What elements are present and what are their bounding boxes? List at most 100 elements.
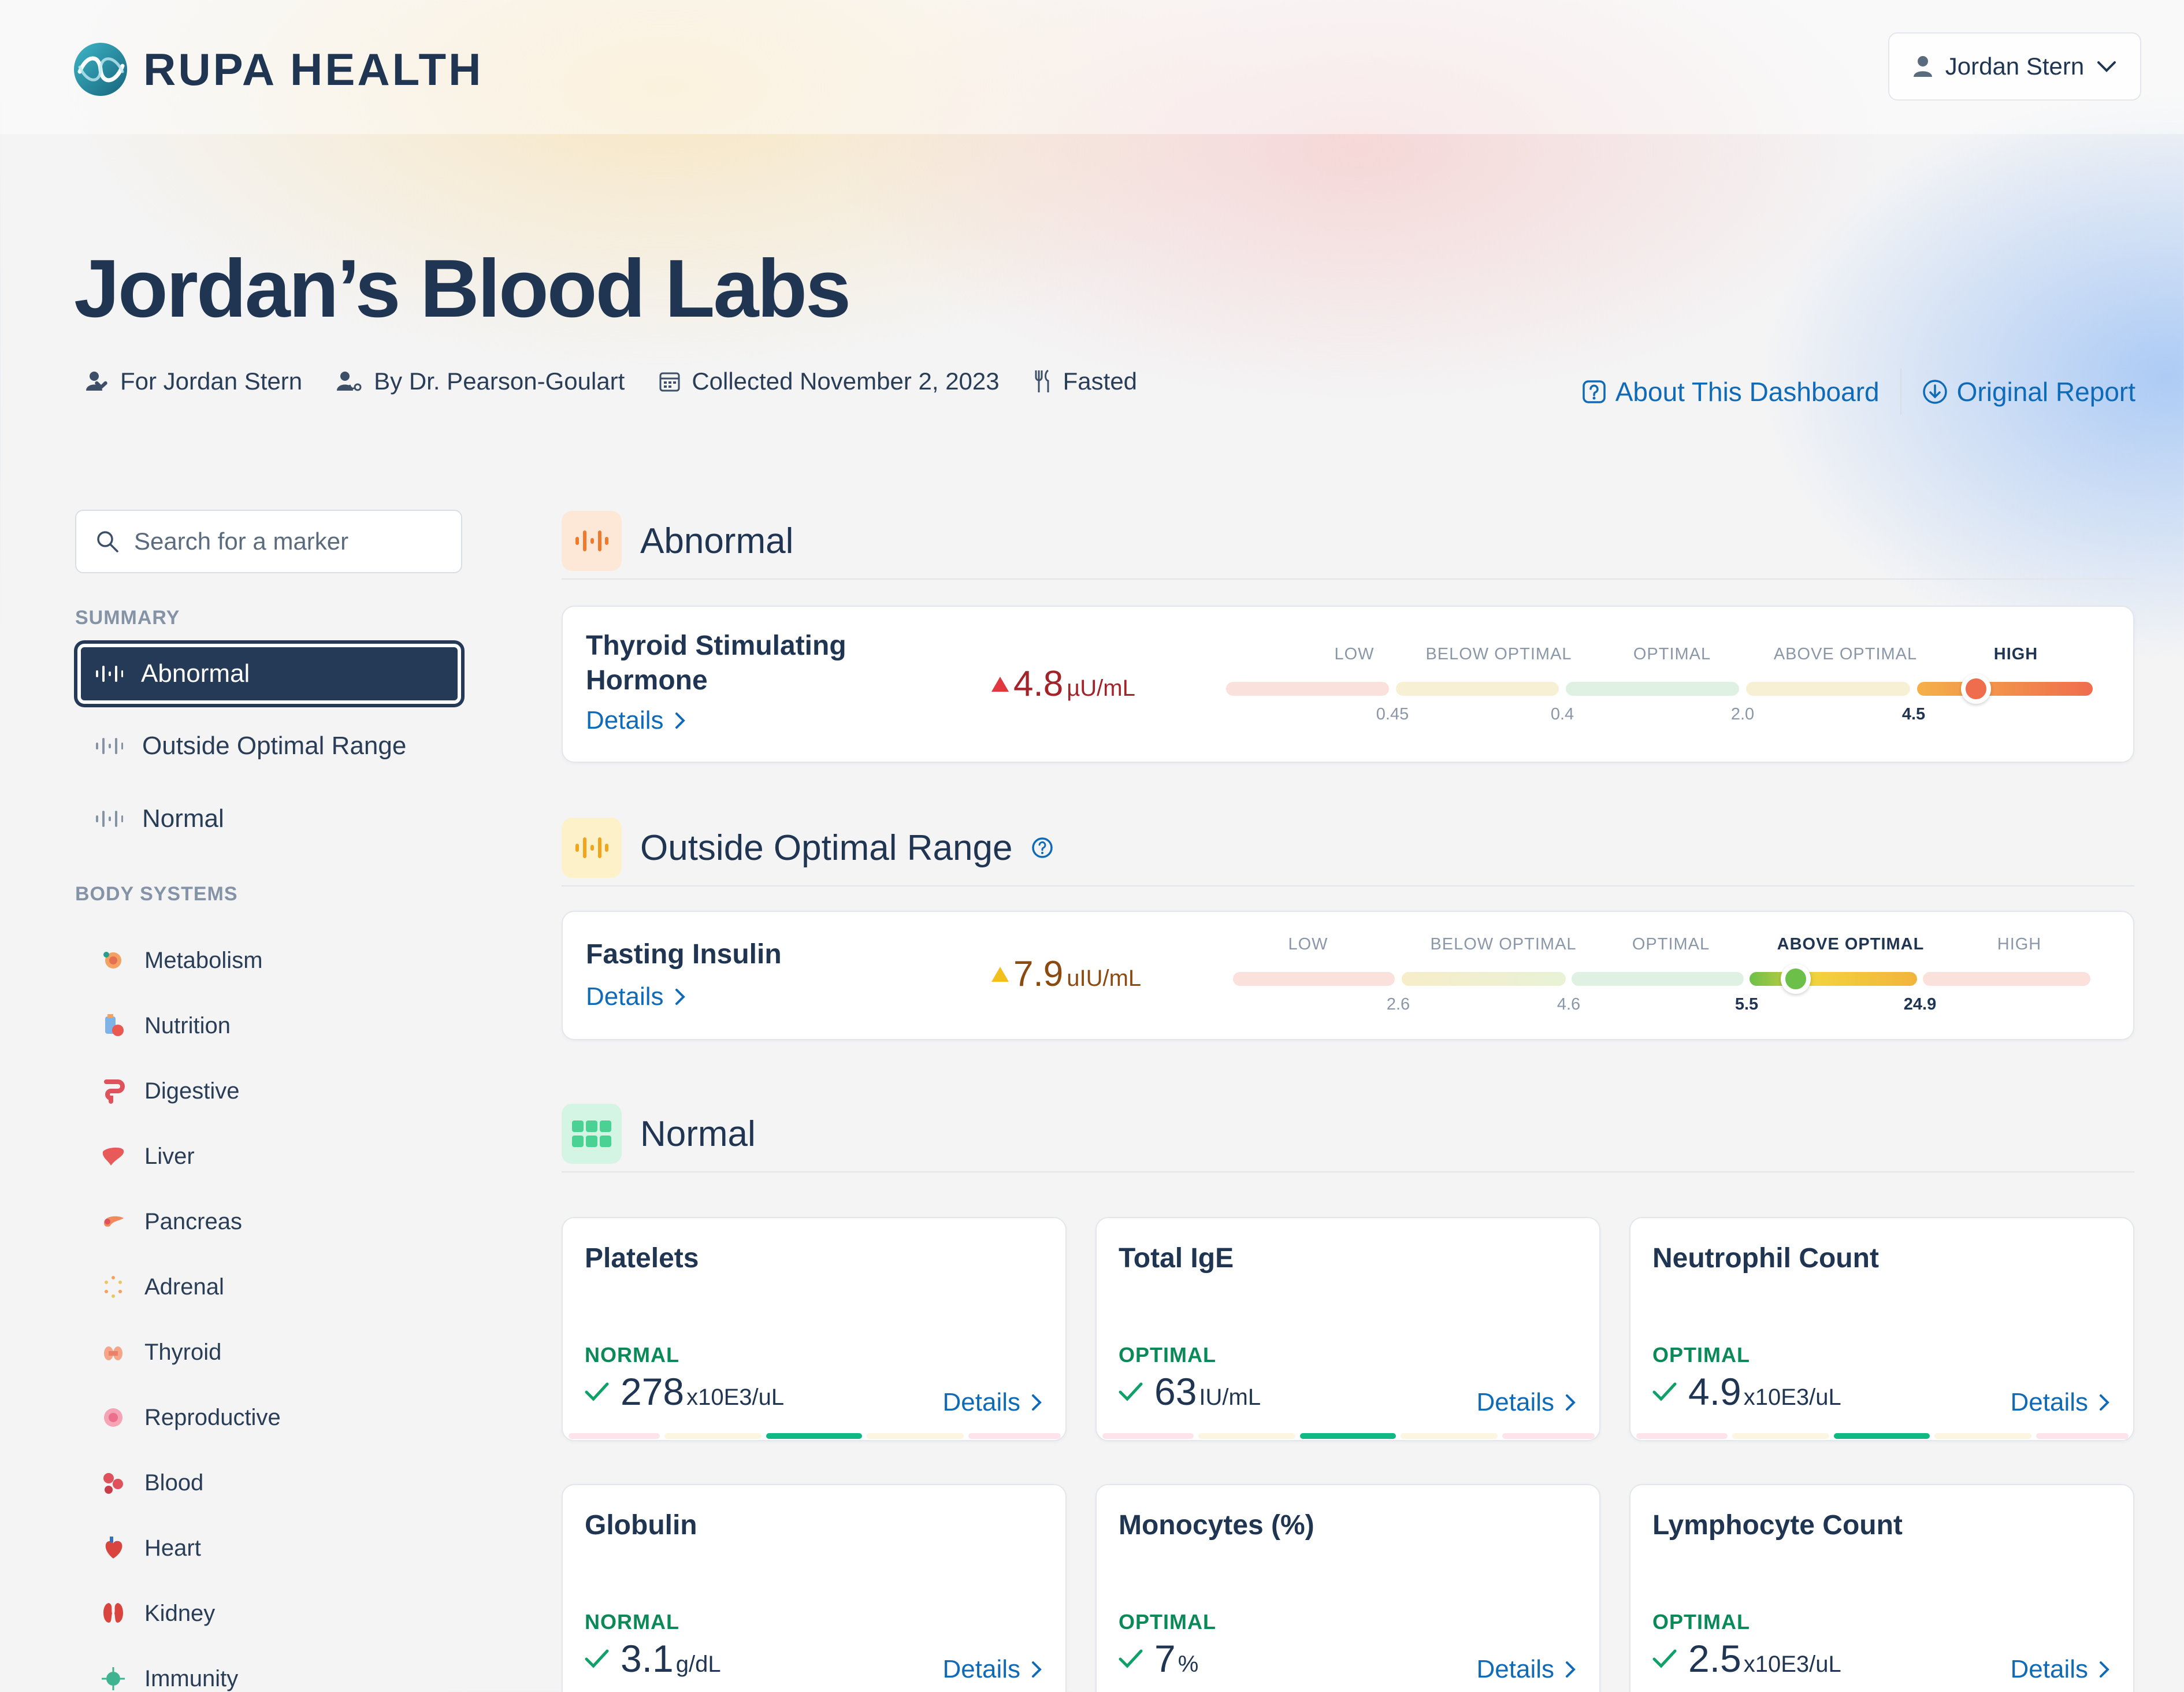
normal-marker-card: Platelets NORMAL 278 x10E3/uL Details: [562, 1217, 1067, 1441]
range-label-low: LOW: [1288, 935, 1328, 953]
section-outside-optimal-header: Outside Optimal Range: [562, 818, 1054, 878]
system-label: Digestive: [144, 1078, 240, 1104]
details-link[interactable]: Details: [943, 1388, 1043, 1417]
sidebar-system-heart[interactable]: Heart: [99, 1534, 201, 1562]
waveform-icon: [96, 666, 123, 682]
sidebar-item-label: Abnormal: [141, 659, 250, 688]
details-label: Details: [586, 982, 664, 1011]
search-icon: [97, 531, 118, 552]
rupa-logo-icon: [74, 43, 127, 96]
details-link[interactable]: Details: [1477, 1655, 1577, 1684]
about-dashboard-link[interactable]: About This Dashboard: [1582, 376, 1880, 407]
sidebar-system-blood[interactable]: Blood: [99, 1469, 203, 1497]
section-title: Outside Optimal Range: [640, 828, 1013, 868]
marker-value: 278 x10E3/uL: [585, 1370, 784, 1413]
marker-value: 4.8 µU/mL: [990, 663, 1135, 704]
thyroid-icon: [99, 1338, 127, 1366]
original-report-label: Original Report: [1956, 377, 2135, 407]
metabolism-icon: [99, 947, 127, 974]
sidebar-item-label: Outside Optimal Range: [142, 732, 407, 760]
details-label: Details: [586, 706, 664, 734]
value-marker-dot: [1961, 674, 1991, 704]
details-label: Details: [2010, 1655, 2089, 1683]
range-segment-above-optimal: [1750, 972, 1917, 986]
pancreas-icon: [99, 1208, 127, 1235]
range-segment-below-optimal: [1396, 682, 1559, 696]
sidebar-system-pancreas[interactable]: Pancreas: [99, 1208, 242, 1235]
marker-name: Neutrophil Count: [1652, 1243, 1879, 1274]
value-unit: x10E3/uL: [686, 1385, 785, 1410]
body-systems-heading: BODY SYSTEMS: [75, 883, 238, 905]
range-label-low: LOW: [1334, 645, 1375, 663]
details-link[interactable]: Details: [1477, 1388, 1577, 1417]
marker-status: NORMAL: [585, 1343, 679, 1367]
marker-status: OPTIMAL: [1652, 1610, 1750, 1634]
section-divider: [562, 578, 2134, 580]
info-icon[interactable]: [1031, 836, 1054, 859]
sidebar-system-metabolism[interactable]: Metabolism: [99, 947, 263, 974]
marker-name: Thyroid Stimulating Hormone: [586, 629, 846, 698]
sidebar-item-abnormal[interactable]: Abnormal: [75, 641, 463, 706]
sidebar-system-nutrition[interactable]: Nutrition: [99, 1012, 231, 1040]
range-tick: 4.6: [1557, 995, 1581, 1014]
marker-name: Total IgE: [1119, 1243, 1234, 1274]
details-link[interactable]: Details: [2011, 1655, 2111, 1684]
normal-marker-card: Neutrophil Count OPTIMAL 4.9 x10E3/uL De…: [1629, 1217, 2134, 1441]
range-label-optimal: OPTIMAL: [1632, 935, 1710, 953]
check-icon: [585, 1382, 609, 1401]
sidebar-system-reproductive[interactable]: Reproductive: [99, 1404, 281, 1431]
details-link[interactable]: Details: [586, 706, 686, 735]
marker-name: Fasting Insulin: [586, 939, 782, 970]
range-tick: 4.5: [1901, 705, 1926, 723]
range-segment-low: [1226, 682, 1389, 696]
system-label: Reproductive: [144, 1404, 281, 1430]
check-icon: [1652, 1382, 1677, 1401]
marker-value: 3.1 g/dL: [585, 1637, 721, 1680]
range-label-high: HIGH: [1997, 935, 2042, 953]
sidebar-item-outside-optimal[interactable]: Outside Optimal Range: [95, 732, 406, 760]
range-label-above-optimal: ABOVE OPTIMAL: [1773, 645, 1918, 663]
details-label: Details: [942, 1388, 1021, 1416]
system-label: Blood: [144, 1470, 204, 1496]
marker-name-line: Hormone: [586, 665, 708, 696]
chevron-right-icon: [2100, 1661, 2109, 1678]
sidebar-item-label: Normal: [142, 804, 224, 833]
lab-meta-row: For Jordan Stern By Dr. Pearson-Goulart …: [86, 368, 1137, 395]
details-link[interactable]: Details: [586, 982, 686, 1011]
meta-patient-text: For Jordan Stern: [120, 368, 303, 395]
sidebar-system-digestive[interactable]: Digestive: [99, 1077, 240, 1105]
sidebar-system-kidney[interactable]: Kidney: [99, 1600, 215, 1627]
marker-value: 63 IU/mL: [1119, 1370, 1261, 1413]
details-label: Details: [1476, 1388, 1555, 1416]
doctor-icon: [337, 372, 362, 391]
brand-logo[interactable]: RUPA HEALTH: [74, 43, 484, 96]
patient-icon: [86, 372, 107, 391]
details-link[interactable]: Details: [2011, 1388, 2111, 1417]
meta-fasting-text: Fasted: [1063, 368, 1138, 395]
marker-card-tsh: Thyroid Stimulating Hormone Details 4.8 …: [562, 606, 2134, 763]
details-link[interactable]: Details: [943, 1655, 1043, 1684]
original-report-link[interactable]: Original Report: [1922, 376, 2135, 407]
range-segment-high: [1923, 972, 2090, 986]
page-title: Jordan’s Blood Labs: [74, 243, 851, 335]
user-menu-button[interactable]: Jordan Stern: [1888, 32, 2141, 101]
sidebar-system-immunity[interactable]: Immunity: [99, 1665, 238, 1692]
triangle-up-icon: [991, 966, 1009, 982]
system-label: Thyroid: [144, 1339, 222, 1365]
value-number: 4.8: [1013, 664, 1064, 704]
search-input[interactable]: [134, 528, 434, 555]
digestive-icon: [99, 1077, 127, 1105]
sidebar-system-adrenal[interactable]: Adrenal: [99, 1273, 224, 1301]
value-unit: uIU/mL: [1067, 966, 1142, 991]
waveform-icon: [96, 811, 123, 827]
range-tick: 0.45: [1376, 705, 1409, 723]
sidebar-system-liver[interactable]: Liver: [99, 1142, 195, 1170]
section-title: Normal: [640, 1114, 756, 1154]
check-icon: [1119, 1382, 1143, 1401]
waveform-icon: [96, 738, 123, 754]
sidebar-system-thyroid[interactable]: Thyroid: [99, 1338, 221, 1366]
chevron-right-icon: [675, 989, 685, 1005]
meta-collected: Collected November 2, 2023: [659, 368, 1000, 395]
marker-search[interactable]: [75, 510, 462, 573]
sidebar-item-normal[interactable]: Normal: [95, 804, 224, 833]
